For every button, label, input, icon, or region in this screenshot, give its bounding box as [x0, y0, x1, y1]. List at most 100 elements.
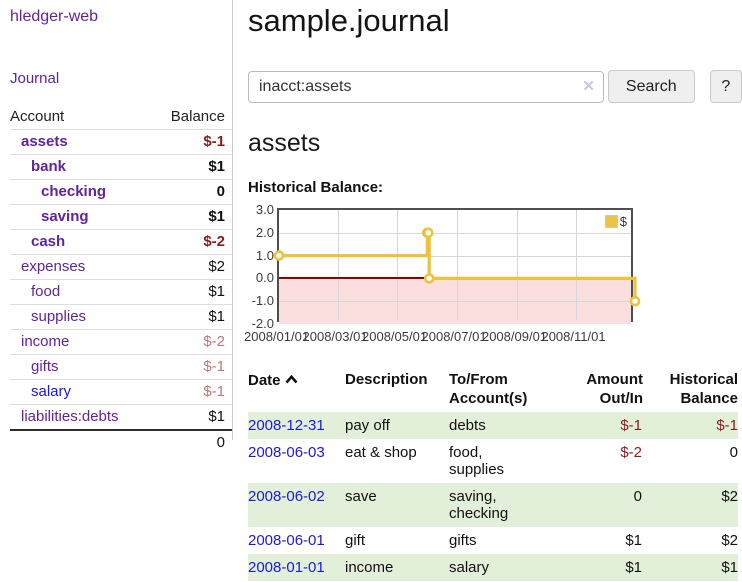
account-tree-header: Account Balance [10, 105, 232, 130]
account-balance: $-2 [152, 330, 232, 355]
account-row: supplies $1 [10, 305, 232, 330]
account-balance: $1 [152, 155, 232, 180]
y-axis-tick: 3.0 [248, 202, 274, 217]
register-description: gift [345, 527, 449, 554]
account-balance: $2 [152, 255, 232, 280]
account-row: income $-2 [10, 330, 232, 355]
column-header-accounts: To/From Account(s) [449, 367, 568, 412]
register-row: 2008-06-03eat & shopfood, supplies$-20 [248, 439, 738, 483]
main-content: sample.journal ✕ Search ? assets Histori… [248, 0, 742, 581]
account-balance: $1 [152, 305, 232, 330]
x-axis-tick: 2008/07/01 [422, 329, 487, 344]
register-balance: $2 [643, 527, 738, 554]
register-row: 2008-12-31pay offdebts$-1$-1 [248, 412, 738, 439]
chart-legend: $ [604, 214, 628, 229]
register-description: eat & shop [345, 439, 449, 483]
clear-search-icon[interactable]: ✕ [582, 78, 595, 96]
account-balance: $-2 [152, 230, 232, 255]
sidebar-total-row: 0 [10, 430, 232, 455]
register-amount: 0 [568, 483, 643, 527]
account-tree-table: Account Balance assets$-1bank$1checking0… [10, 105, 232, 455]
register-accounts: gifts [449, 527, 568, 554]
register-accounts: debts [449, 412, 568, 439]
account-link-bank[interactable]: bank [31, 158, 66, 175]
register-description: save [345, 483, 449, 527]
register-table: Date Description To/From Account(s) Amou… [248, 367, 738, 581]
register-amount: $-1 [568, 412, 643, 439]
data-point-marker [425, 274, 433, 282]
historical-balance-chart: $ 3.02.01.00.0-1.0-2.0 2008/01/012008/03… [248, 206, 742, 346]
sidebar-item-journal[interactable]: Journal [10, 70, 59, 87]
column-header-date[interactable]: Date [248, 367, 345, 412]
account-link-saving[interactable]: saving [41, 208, 89, 225]
y-axis-tick: 1.0 [248, 248, 274, 263]
data-point-marker [424, 229, 432, 237]
account-link-cash[interactable]: cash [31, 233, 65, 250]
account-link-expenses[interactable]: expenses [21, 258, 85, 275]
x-axis-tick: 2008/03/01 [303, 329, 368, 344]
balance-line [279, 233, 635, 301]
account-row: expenses $2 [10, 255, 232, 280]
account-row: liabilities:debts $1 [10, 405, 232, 431]
account-row: food $1 [10, 280, 232, 305]
brand-link[interactable]: hledger-web [10, 8, 98, 26]
register-header-row: Date Description To/From Account(s) Amou… [248, 367, 738, 412]
account-link-checking[interactable]: checking [41, 183, 106, 200]
help-button[interactable]: ? [710, 70, 742, 103]
balance-line-svg [279, 210, 635, 324]
sidebar-total-balance: 0 [152, 430, 232, 455]
account-balance: $1 [152, 205, 232, 230]
register-date-link[interactable]: 2008-06-01 [248, 532, 325, 549]
account-tree-body: assets$-1bank$1checking0saving$1cash$-2e… [10, 130, 232, 431]
search-input[interactable] [248, 71, 604, 103]
register-description: pay off [345, 412, 449, 439]
x-axis-tick: 2008/11/01 [541, 329, 605, 344]
register-amount: $-2 [568, 439, 643, 483]
x-axis-tick: 2008/01/01 [244, 329, 309, 344]
account-balance: $1 [152, 280, 232, 305]
account-link-salary[interactable]: salary [31, 383, 71, 400]
y-axis-tick: 0.0 [248, 270, 274, 285]
legend-label: $ [620, 214, 627, 229]
legend-swatch [605, 215, 618, 228]
data-point-marker [631, 297, 639, 305]
account-link-liabilities-debts[interactable]: liabilities:debts [21, 408, 119, 425]
account-link-supplies[interactable]: supplies [31, 308, 86, 325]
register-balance: $2 [643, 483, 738, 527]
account-row: gifts $-1 [10, 355, 232, 380]
account-link-income[interactable]: income [21, 333, 69, 350]
register-amount: $1 [568, 554, 643, 581]
x-axis-tick: 2008/05/01 [362, 329, 427, 344]
register-accounts: saving, checking [449, 483, 568, 527]
account-row: cash $-2 [10, 230, 232, 255]
account-row: saving $1 [10, 205, 232, 230]
register-date-link[interactable]: 2008-06-03 [248, 444, 325, 461]
y-axis-tick: 2.0 [248, 225, 274, 240]
register-body: 2008-12-31pay offdebts$-1$-12008-06-03ea… [248, 412, 738, 581]
balance-column-header: Balance [152, 105, 232, 130]
search-form: ✕ Search ? [248, 70, 742, 103]
account-row: salary $-1 [10, 380, 232, 405]
account-link-assets[interactable]: assets [21, 133, 68, 150]
account-link-gifts[interactable]: gifts [31, 358, 59, 375]
sort-asc-icon [285, 370, 298, 389]
sidebar: hledger-web Journal Account Balance asse… [0, 0, 233, 440]
account-balance: $-1 [152, 355, 232, 380]
account-link-food[interactable]: food [31, 283, 60, 300]
account-balance: $1 [152, 405, 232, 431]
register-row: 2008-01-01incomesalary$1$1 [248, 554, 738, 581]
account-row: checking0 [10, 180, 232, 205]
register-amount: $1 [568, 527, 643, 554]
chart-heading: Historical Balance: [248, 179, 742, 196]
register-accounts: food, supplies [449, 439, 568, 483]
register-balance: $-1 [643, 412, 738, 439]
register-balance: $1 [643, 554, 738, 581]
register-date-link[interactable]: 2008-01-01 [248, 559, 325, 576]
column-header-amount: Amount Out/In [568, 367, 643, 412]
register-date-link[interactable]: 2008-06-02 [248, 488, 325, 505]
data-point-marker [275, 252, 283, 260]
register-date-link[interactable]: 2008-12-31 [248, 417, 325, 434]
search-button[interactable]: Search [608, 70, 695, 103]
account-balance: $-1 [152, 380, 232, 405]
column-header-description: Description [345, 367, 449, 412]
